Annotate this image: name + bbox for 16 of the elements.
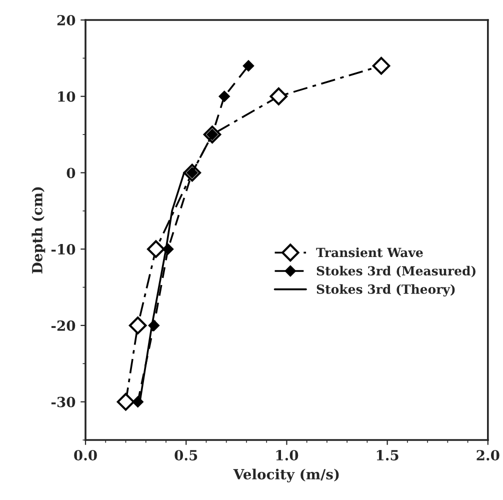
x-tick-label: 2.0 <box>476 450 500 460</box>
y-tick-label: 0 <box>66 168 76 178</box>
y-tick-label: -10 <box>51 244 76 255</box>
x-tick-label: 0.5 <box>174 450 198 460</box>
x-axis-title: Velocity (m/s) <box>233 468 339 482</box>
x-tick-label: 1.5 <box>376 450 398 460</box>
y-axis-title: Depth (cm) <box>32 187 46 274</box>
x-tick-label: 1.0 <box>276 450 298 460</box>
legend-label: Stokes 3rd (Theory) <box>316 284 455 296</box>
y-tick-label: 10 <box>58 91 76 102</box>
x-tick-label: 0.0 <box>74 450 97 460</box>
y-tick-label: 20 <box>57 14 76 26</box>
legend-label: Transient Wave <box>316 248 423 258</box>
legend-label: Stokes 3rd (Measured) <box>316 266 476 278</box>
y-tick-label: -20 <box>51 320 76 331</box>
y-tick-label: -30 <box>51 396 76 408</box>
